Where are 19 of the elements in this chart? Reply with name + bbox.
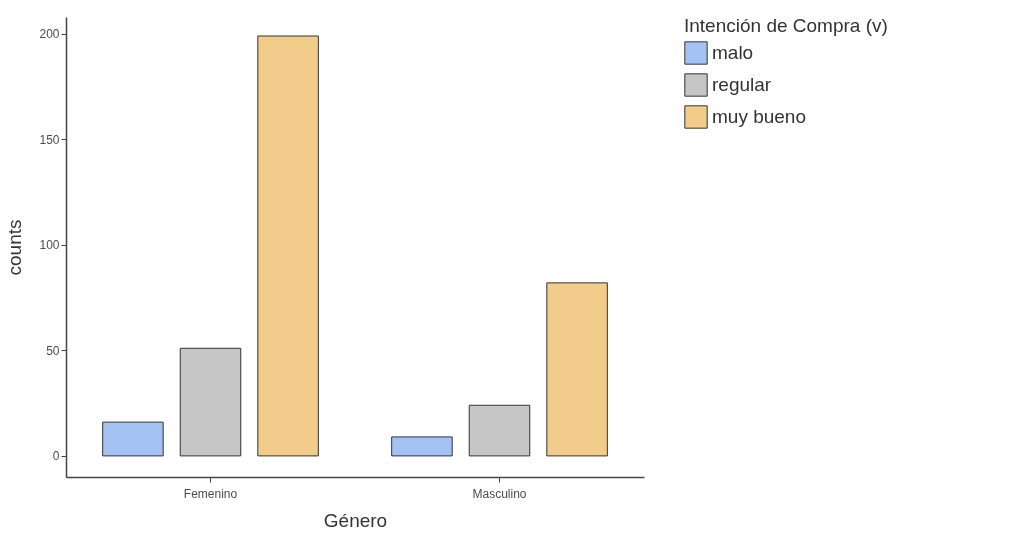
bar [546, 282, 608, 457]
legend-title: Intención de Compra (v) [684, 15, 888, 36]
bar [257, 35, 319, 457]
bar [468, 404, 531, 457]
x-axis-title: Género [323, 509, 388, 531]
legend-label: malo [712, 42, 754, 63]
bar [391, 436, 453, 457]
y-tick-label: 200 [39, 27, 60, 42]
x-tick-label: Femenino [183, 486, 238, 501]
legend-label: regular [712, 74, 772, 95]
y-tick-label: 150 [39, 132, 60, 147]
y-tick-label: 50 [46, 343, 60, 358]
y-tick-label: 0 [52, 449, 60, 464]
y-axis-title: counts [4, 219, 26, 276]
legend-label: muy bueno [712, 106, 807, 127]
x-tick-label: Masculino [472, 486, 527, 501]
bar [102, 421, 164, 457]
bar [179, 347, 242, 457]
y-tick-label: 100 [39, 238, 60, 253]
